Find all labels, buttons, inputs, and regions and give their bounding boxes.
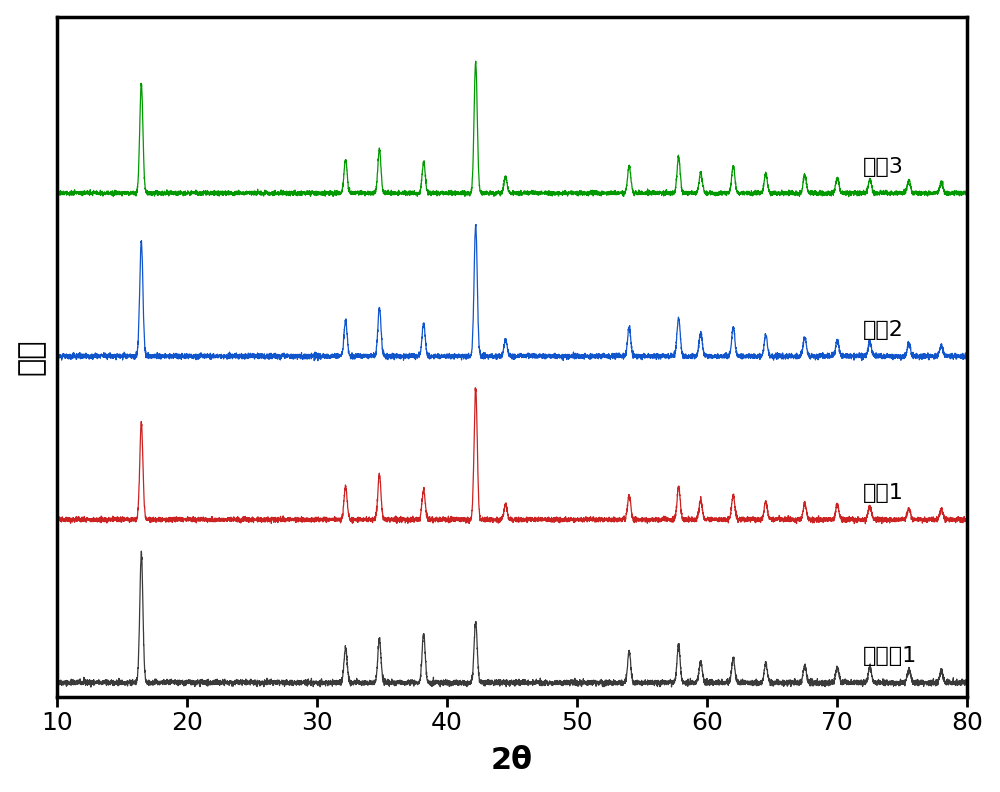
Text: 对比3: 对比3 (863, 157, 904, 177)
Text: 实施兗1: 实施兗1 (863, 646, 918, 667)
Text: 对比1: 对比1 (863, 483, 904, 503)
Y-axis label: 强度: 强度 (17, 338, 46, 375)
X-axis label: 2θ: 2θ (491, 746, 533, 775)
Text: 对比2: 对比2 (863, 320, 904, 340)
